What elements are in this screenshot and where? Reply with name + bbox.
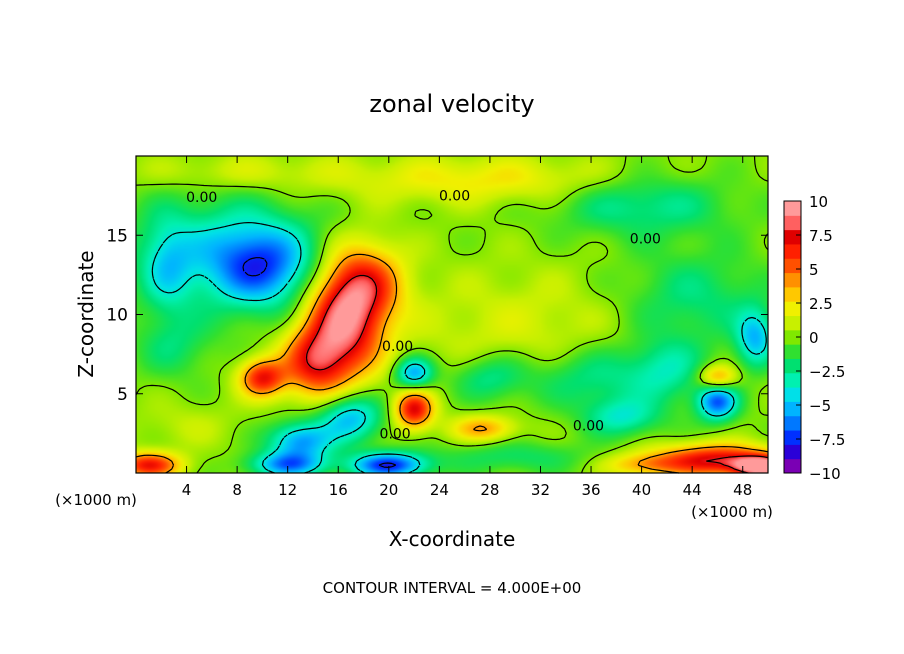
contour-negative-8 xyxy=(242,257,397,468)
colorbar-tick-label: −10 xyxy=(809,465,841,483)
x-tick-label: 12 xyxy=(278,481,297,499)
colorbar-tick-label: 2.5 xyxy=(809,295,833,313)
x-unit-left: (×1000 m) xyxy=(55,491,137,509)
colorbar-swatches xyxy=(784,201,801,474)
contour-label: 0.00 xyxy=(630,231,661,247)
y-axis-label: Z-coordinate xyxy=(74,250,98,377)
colorbar: 10 7.5 5 2.5 0 −2.5 −5 −7.5 −10 xyxy=(783,193,845,483)
x-unit-right: (×1000 m) xyxy=(691,503,773,521)
contour-label: 0.00 xyxy=(380,426,411,442)
x-tick-label: 24 xyxy=(430,481,449,499)
colorbar-swatch xyxy=(784,301,801,317)
contour-label: 0.00 xyxy=(573,418,604,434)
x-tick-label: 32 xyxy=(531,481,550,499)
x-tick-label: 28 xyxy=(480,481,499,499)
contour-label: 0.00 xyxy=(382,339,413,355)
colorbar-swatch xyxy=(784,215,801,231)
y-tick-label: 5 xyxy=(117,385,128,405)
colorbar-tick-label: 7.5 xyxy=(809,227,833,245)
colorbar-swatch xyxy=(784,430,801,445)
y-tick-label: 10 xyxy=(106,306,128,326)
contour-positive-8 xyxy=(305,274,769,474)
x-tick-label: 48 xyxy=(733,481,752,499)
colorbar-swatch xyxy=(784,415,801,431)
contour-zero xyxy=(135,155,769,474)
colorbar-tick-label: −5 xyxy=(809,397,831,415)
x-tick-label: 36 xyxy=(581,481,600,499)
x-tick-label: 4 xyxy=(182,481,192,499)
colorbar-tick-label: −2.5 xyxy=(809,363,845,381)
velocity-field xyxy=(136,156,768,473)
x-axis-label: X-coordinate xyxy=(389,527,516,551)
colorbar-swatch xyxy=(784,372,801,388)
contour-labels: 0.00 0.00 0.00 0.00 0.00 0.00 xyxy=(186,189,661,443)
colorbar-swatch xyxy=(784,272,801,288)
colorbar-swatch xyxy=(784,344,801,359)
x-tick-label: 20 xyxy=(379,481,398,499)
x-tick-label: 44 xyxy=(683,481,702,499)
colorbar-tick-label: 0 xyxy=(809,329,819,347)
colorbar-tick-label: −7.5 xyxy=(809,431,845,449)
plot-area: 0.00 0.000.000.000.00 0.00 4 8 12 16 20 24 28 32 3… xyxy=(106,155,769,499)
colorbar-tick-label: 10 xyxy=(809,193,828,211)
colorbar-swatch xyxy=(784,358,801,374)
chart-title: zonal velocity xyxy=(369,90,534,118)
contour-label: 0.00 xyxy=(439,189,470,205)
colorbar-swatch xyxy=(784,258,801,274)
colorbar-swatch xyxy=(784,286,801,302)
colorbar-tick-label: 5 xyxy=(809,261,819,279)
contour-label: 0.00 xyxy=(186,190,217,206)
colorbar-swatch xyxy=(784,243,801,259)
colorbar-swatch xyxy=(784,458,801,474)
colorbar-swatch xyxy=(784,229,801,245)
colorbar-swatch xyxy=(784,444,801,460)
x-tick-label: 16 xyxy=(329,481,348,499)
colorbar-swatch xyxy=(784,201,801,216)
colorbar-swatch xyxy=(784,315,801,331)
x-tick-label: 40 xyxy=(632,481,651,499)
colorbar-swatch xyxy=(784,329,801,345)
y-axis-ticks: 5 10 15 xyxy=(106,226,768,405)
colorbar-ticks: 10 7.5 5 2.5 0 −2.5 −5 −7.5 −10 xyxy=(796,193,845,483)
x-tick-label: 8 xyxy=(232,481,242,499)
y-tick-label: 15 xyxy=(106,226,128,246)
contour-lines xyxy=(135,155,769,474)
contour-negative-4 xyxy=(151,222,767,474)
colorbar-swatch xyxy=(784,401,801,417)
contour-positive-4 xyxy=(135,253,769,474)
contour-interval-note: CONTOUR INTERVAL = 4.000E+00 xyxy=(323,579,582,597)
x-axis-ticks: 4 8 12 16 20 24 28 32 36 40 44 48 xyxy=(182,156,752,499)
colorbar-swatch xyxy=(784,387,801,402)
